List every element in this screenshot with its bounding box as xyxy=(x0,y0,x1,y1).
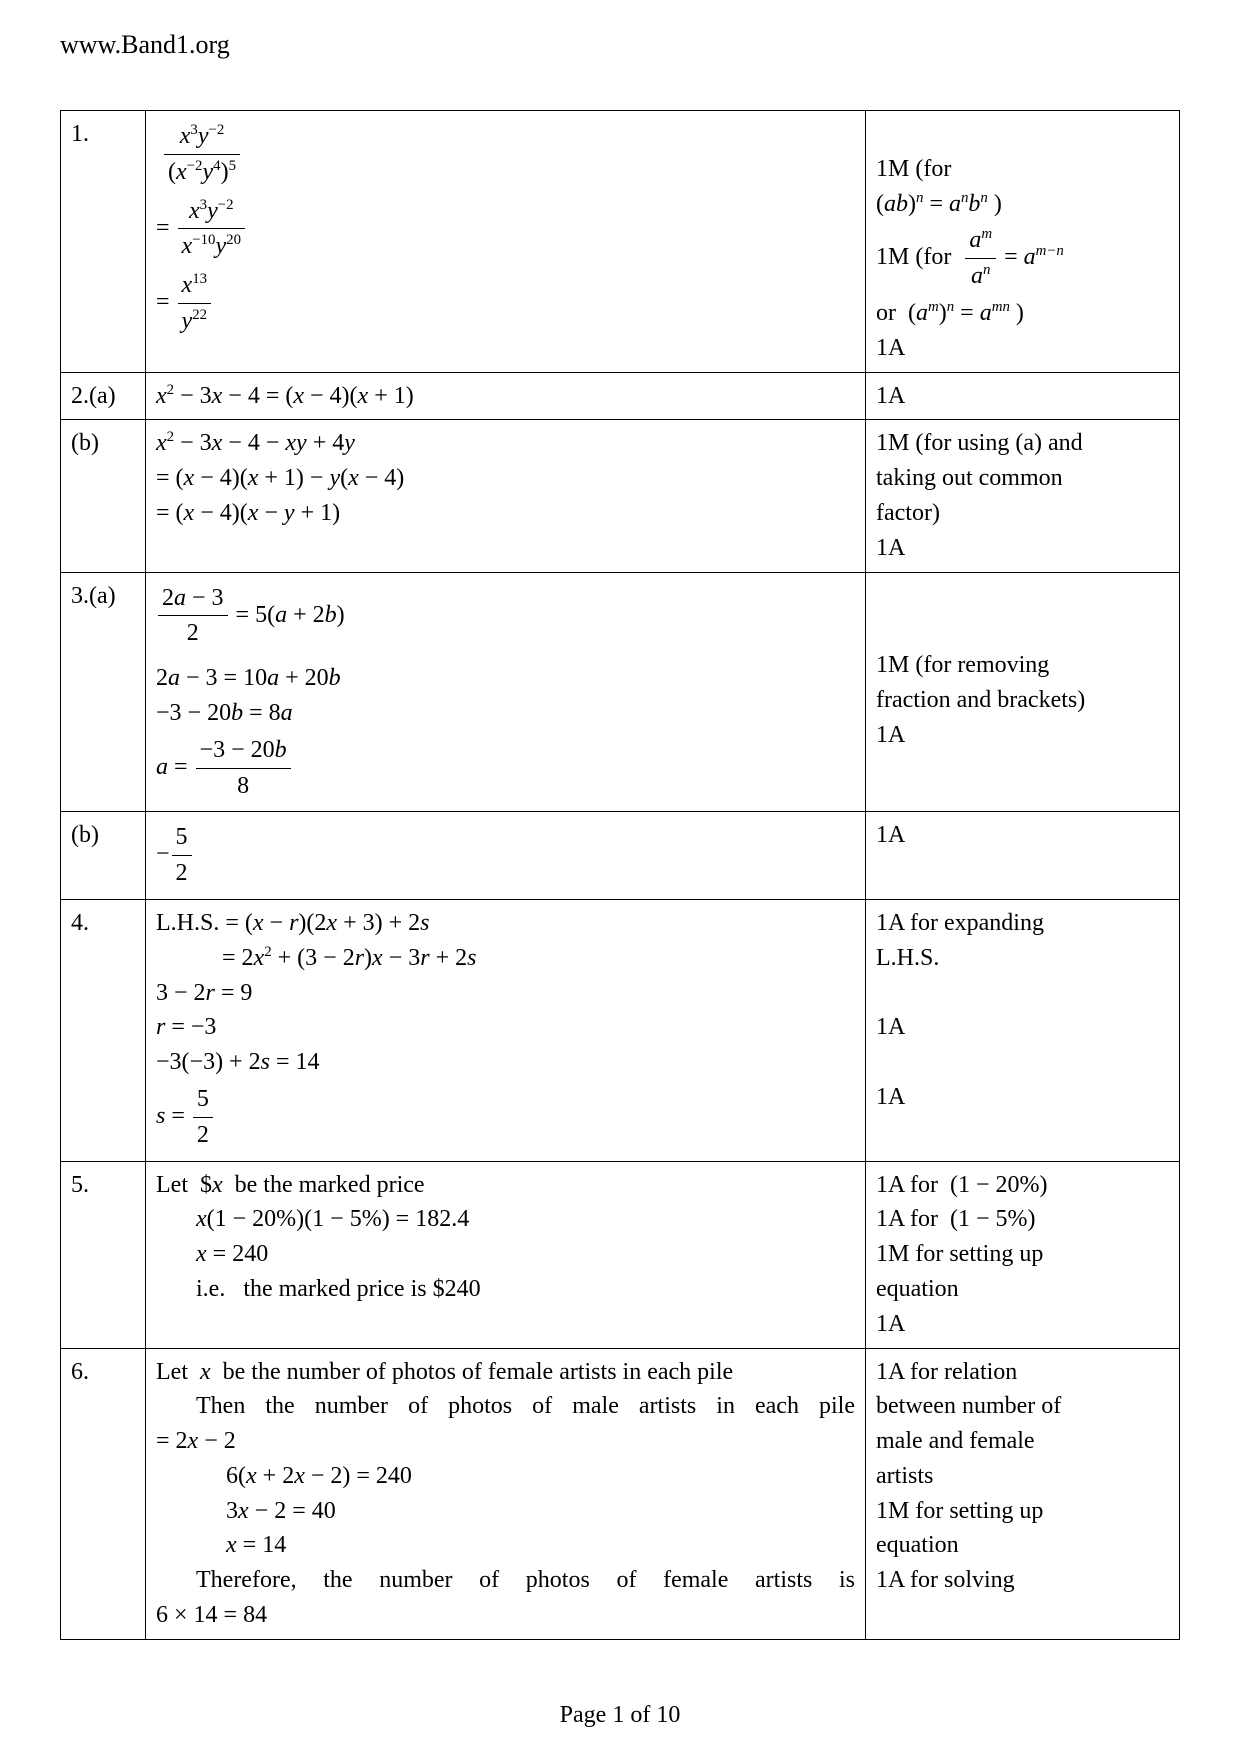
working-cell: −52 xyxy=(146,812,866,900)
table-row: (b) −52 1A xyxy=(61,812,1180,900)
table-row: 2.(a) x2 − 3x − 4 = (x − 4)(x + 1) 1A xyxy=(61,372,1180,420)
question-number: 6. xyxy=(61,1348,146,1639)
marks-cell: 1M (for using (a) andtaking out commonfa… xyxy=(866,420,1180,572)
question-number: 4. xyxy=(61,899,146,1161)
working-cell: x2 − 3x − 4 = (x − 4)(x + 1) xyxy=(146,372,866,420)
question-number: 5. xyxy=(61,1161,146,1348)
question-number: 1. xyxy=(61,111,146,373)
question-number: 3.(a) xyxy=(61,572,146,812)
marks-cell: 1A xyxy=(866,372,1180,420)
question-number: (b) xyxy=(61,812,146,900)
table-row: 4. L.H.S. = (x − r)(2x + 3) + 2s = 2x2 +… xyxy=(61,899,1180,1161)
page-container: www.Band1.org 1. x3y−2(x−2y4)5 = x3y−2x−… xyxy=(0,0,1240,1754)
marks-cell: 1M (for (ab)n = anbn ) 1M (for aman = am… xyxy=(866,111,1180,373)
working-cell: 2a − 32 = 5(a + 2b) 2a − 3 = 10a + 20b −… xyxy=(146,572,866,812)
working-cell: x3y−2(x−2y4)5 = x3y−2x−10y20 = x13y22 xyxy=(146,111,866,373)
working-cell: Let $x be the marked price x(1 − 20%)(1 … xyxy=(146,1161,866,1348)
header-url: www.Band1.org xyxy=(60,30,1180,60)
marks-cell: 1A xyxy=(866,812,1180,900)
working-cell: Let x be the number of photos of female … xyxy=(146,1348,866,1639)
working-cell: L.H.S. = (x − r)(2x + 3) + 2s = 2x2 + (3… xyxy=(146,899,866,1161)
table-row: 1. x3y−2(x−2y4)5 = x3y−2x−10y20 = x13y22… xyxy=(61,111,1180,373)
table-row: 3.(a) 2a − 32 = 5(a + 2b) 2a − 3 = 10a +… xyxy=(61,572,1180,812)
marks-cell: 1A for (1 − 20%) 1A for (1 − 5%) 1M for … xyxy=(866,1161,1180,1348)
question-number: (b) xyxy=(61,420,146,572)
working-cell: x2 − 3x − 4 − xy + 4y = (x − 4)(x + 1) −… xyxy=(146,420,866,572)
table-row: 6. Let x be the number of photos of fema… xyxy=(61,1348,1180,1639)
solutions-table: 1. x3y−2(x−2y4)5 = x3y−2x−10y20 = x13y22… xyxy=(60,110,1180,1640)
marks-cell: 1A for relationbetween number ofmale and… xyxy=(866,1348,1180,1639)
table-row: 5. Let $x be the marked price x(1 − 20%)… xyxy=(61,1161,1180,1348)
page-footer: Page 1 of 10 xyxy=(0,1702,1240,1729)
table-row: (b) x2 − 3x − 4 − xy + 4y = (x − 4)(x + … xyxy=(61,420,1180,572)
question-number: 2.(a) xyxy=(61,372,146,420)
marks-cell: 1M (for removingfraction and brackets)1A xyxy=(866,572,1180,812)
marks-cell: 1A for expandingL.H.S.1A1A xyxy=(866,899,1180,1161)
